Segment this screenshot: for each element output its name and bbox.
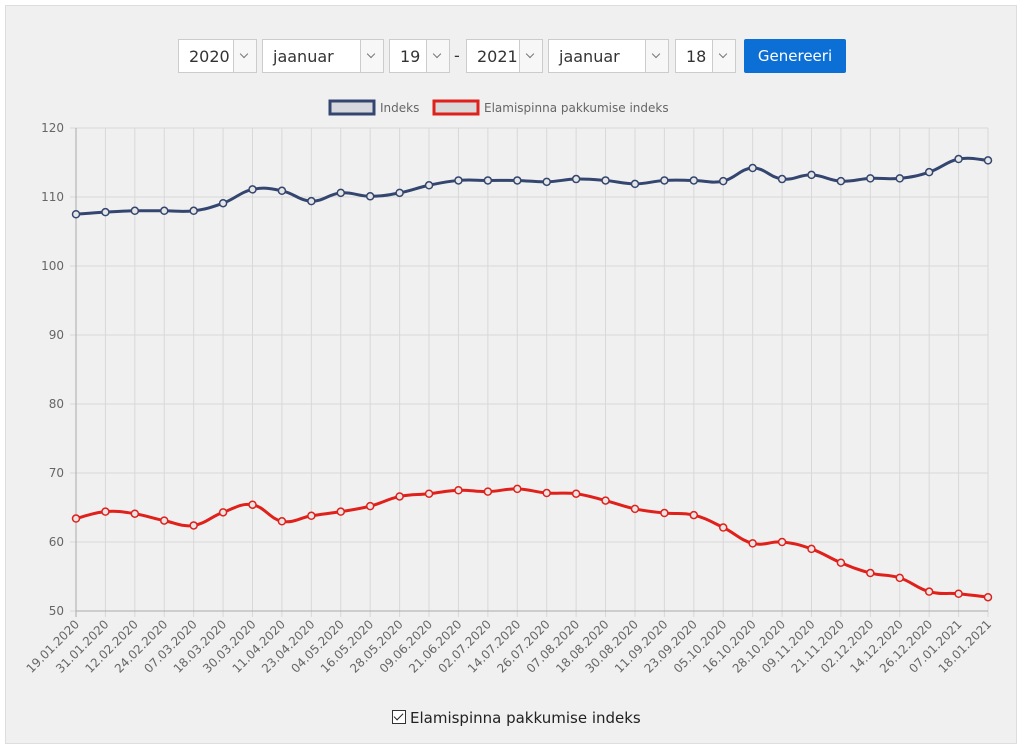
month-select[interactable]: jaanuar [262, 39, 384, 73]
data-point [983, 592, 993, 602]
data-point [101, 507, 110, 516]
checkbox-label: Elamispinna pakkumise indeks [410, 709, 641, 727]
data-point [483, 487, 493, 496]
data-point [807, 170, 816, 180]
data-point [954, 154, 963, 164]
year-select[interactable]: 2020 [178, 39, 257, 73]
data-point [777, 537, 787, 547]
data-point [336, 507, 346, 516]
data-point [218, 198, 228, 208]
data-point [424, 181, 434, 190]
data-point [660, 508, 669, 518]
legend-swatch [432, 99, 480, 116]
data-point [718, 523, 728, 532]
data-point [866, 174, 875, 183]
data-point [130, 206, 140, 216]
data-point [836, 558, 846, 567]
data-point [336, 188, 346, 198]
y-tick-label: 80 [49, 397, 64, 411]
data-point [218, 508, 228, 517]
generate-button[interactable]: Genereeri [744, 39, 846, 73]
day-select[interactable]: 19 [389, 39, 450, 73]
data-point [365, 192, 375, 201]
data-point [248, 500, 257, 509]
data-point [189, 206, 198, 216]
data-point [777, 174, 787, 184]
data-point [895, 573, 904, 583]
data-point [395, 492, 404, 501]
series-line [75, 487, 989, 599]
data-point [277, 517, 287, 526]
data-point [160, 206, 169, 216]
data-point [924, 167, 934, 177]
legend-label: Indeks [380, 101, 419, 115]
data-point [601, 176, 610, 185]
checkbox[interactable]: Elamispinna pakkumise indeks [392, 709, 641, 727]
data-point [601, 496, 610, 505]
separator: - [454, 46, 460, 65]
legend-label: Elamispinna pakkumise indeks [484, 101, 669, 115]
data-point [130, 509, 140, 518]
data-point [983, 156, 993, 165]
data-point [571, 489, 581, 498]
data-point [866, 568, 875, 578]
year-select[interactable]: 2021 [466, 39, 543, 73]
data-point [748, 163, 757, 173]
select-value: jaanuar [273, 47, 334, 66]
data-point [954, 589, 963, 598]
data-point [189, 521, 198, 530]
data-point [307, 511, 316, 521]
data-point [748, 539, 757, 548]
data-point [660, 176, 669, 185]
y-tick-label: 50 [49, 604, 64, 618]
data-point [277, 186, 287, 196]
data-point [71, 210, 81, 219]
data-point [689, 176, 699, 185]
data-point [895, 174, 904, 183]
y-tick-label: 100 [41, 259, 64, 273]
month-select[interactable]: jaanuar [548, 39, 669, 73]
y-tick-label: 70 [49, 466, 64, 480]
data-point [630, 179, 640, 189]
select-value: 18 [686, 47, 707, 66]
day-select[interactable]: 18 [675, 39, 736, 73]
legend-swatch [328, 99, 376, 116]
select-value: 19 [400, 47, 421, 66]
data-point [807, 544, 816, 554]
select-value: 2021 [477, 47, 518, 66]
y-tick-label: 60 [49, 535, 64, 549]
y-tick-label: 110 [41, 190, 64, 204]
data-point [160, 516, 169, 525]
data-point [307, 196, 316, 206]
data-point [454, 486, 463, 495]
series-line [75, 156, 989, 216]
y-tick-label: 90 [49, 328, 64, 342]
data-point [571, 174, 581, 184]
data-point [365, 501, 375, 511]
select-value: 2020 [189, 47, 230, 66]
data-point [101, 207, 110, 217]
data-point [924, 587, 934, 596]
data-point [395, 188, 404, 198]
select-value: jaanuar [559, 47, 620, 66]
data-point [513, 484, 522, 494]
data-point [424, 489, 434, 498]
data-point [689, 510, 699, 520]
data-point [718, 176, 728, 186]
data-point [248, 185, 257, 194]
data-point [542, 177, 551, 187]
data-point [454, 176, 463, 185]
data-point [542, 488, 551, 498]
data-point [836, 176, 846, 186]
data-point [483, 176, 493, 185]
data-point [71, 514, 81, 523]
data-point [513, 176, 522, 185]
data-point [630, 504, 640, 514]
y-tick-label: 120 [41, 121, 64, 135]
